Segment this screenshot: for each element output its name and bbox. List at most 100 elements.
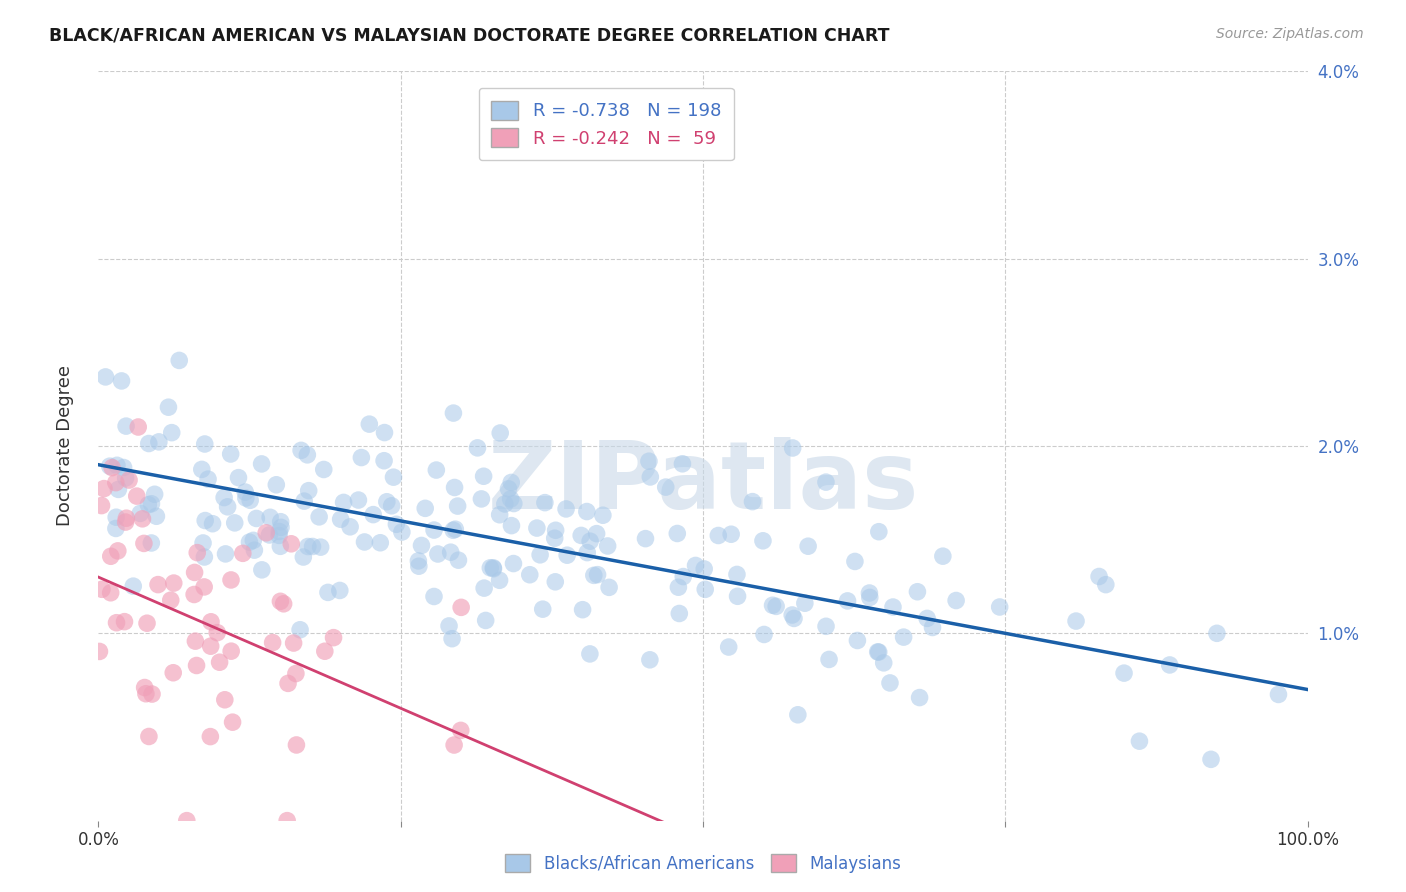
Point (200, 639, 222, 653)
Point (114, 515, 136, 529)
Point (638, 653, 661, 667)
Point (494, 497, 516, 511)
Point (544, 574, 567, 589)
Point (571, 603, 593, 617)
Point (143, 487, 166, 501)
Point (585, 526, 607, 541)
Point (94, 370, 117, 384)
Point (197, 472, 219, 486)
Point (534, 495, 557, 509)
Point (381, 499, 404, 513)
Point (228, 470, 250, 484)
Point (200, 615, 222, 629)
Point (408, 554, 430, 568)
Point (114, 615, 136, 629)
Point (115, 419, 138, 434)
Point (270, 515, 292, 529)
Point (322, 631, 344, 645)
Point (474, 614, 496, 628)
Point (141, 497, 163, 511)
Point (531, 602, 554, 616)
Point (224, 516, 246, 530)
Point (269, 528, 291, 542)
Point (191, 462, 214, 476)
Point (693, 562, 716, 576)
Point (107, 544, 129, 558)
Point (391, 524, 413, 539)
Point (238, 535, 260, 549)
Point (159, 593, 181, 607)
Point (104, 521, 127, 535)
Point (262, 635, 284, 649)
Point (373, 425, 395, 440)
Point (297, 448, 319, 462)
Point (98, 459, 121, 474)
Point (818, 652, 841, 666)
Point (200, 730, 222, 744)
Point (105, 458, 128, 473)
Point (245, 511, 267, 525)
Point (761, 599, 783, 613)
Point (815, 619, 838, 633)
Point (501, 518, 523, 533)
Point (879, 676, 901, 690)
Point (134, 681, 156, 695)
Point (443, 481, 465, 495)
Point (201, 516, 224, 531)
Point (332, 495, 354, 509)
Point (242, 533, 264, 548)
Point (598, 580, 620, 594)
Point (837, 594, 859, 608)
Point (186, 658, 208, 673)
Point (347, 493, 370, 508)
Point (269, 524, 291, 539)
Point (212, 491, 235, 505)
Point (741, 494, 763, 508)
Point (219, 644, 242, 658)
Point (725, 567, 748, 582)
Point (423, 523, 446, 537)
Point (373, 454, 395, 468)
Point (1064, 614, 1087, 628)
Point (100, 549, 122, 564)
Point (339, 520, 361, 534)
Point (350, 450, 373, 465)
Point (654, 480, 676, 494)
Point (112, 460, 135, 475)
Point (596, 539, 619, 553)
Point (284, 666, 307, 681)
Point (814, 475, 837, 490)
Point (544, 531, 567, 545)
Point (277, 676, 299, 690)
Point (1128, 734, 1150, 748)
Point (285, 738, 308, 752)
Y-axis label: Doctorate Degree: Doctorate Degree (56, 366, 75, 526)
Point (482, 561, 505, 575)
Point (316, 585, 339, 599)
Point (312, 462, 335, 476)
Point (219, 447, 242, 461)
Point (122, 579, 145, 593)
Point (183, 566, 205, 580)
Point (638, 454, 661, 468)
Point (214, 692, 236, 706)
Point (131, 512, 153, 526)
Point (276, 814, 298, 828)
Point (529, 548, 551, 562)
Point (329, 512, 352, 526)
Point (259, 528, 281, 542)
Point (193, 580, 215, 594)
Point (214, 547, 236, 561)
Point (283, 636, 305, 650)
Point (579, 534, 602, 549)
Point (988, 599, 1011, 614)
Point (138, 730, 160, 744)
Point (441, 406, 464, 420)
Point (866, 645, 889, 659)
Point (90, 499, 112, 513)
Point (290, 443, 312, 458)
Point (254, 525, 277, 540)
Point (489, 425, 512, 440)
Point (359, 417, 381, 431)
Point (921, 620, 943, 634)
